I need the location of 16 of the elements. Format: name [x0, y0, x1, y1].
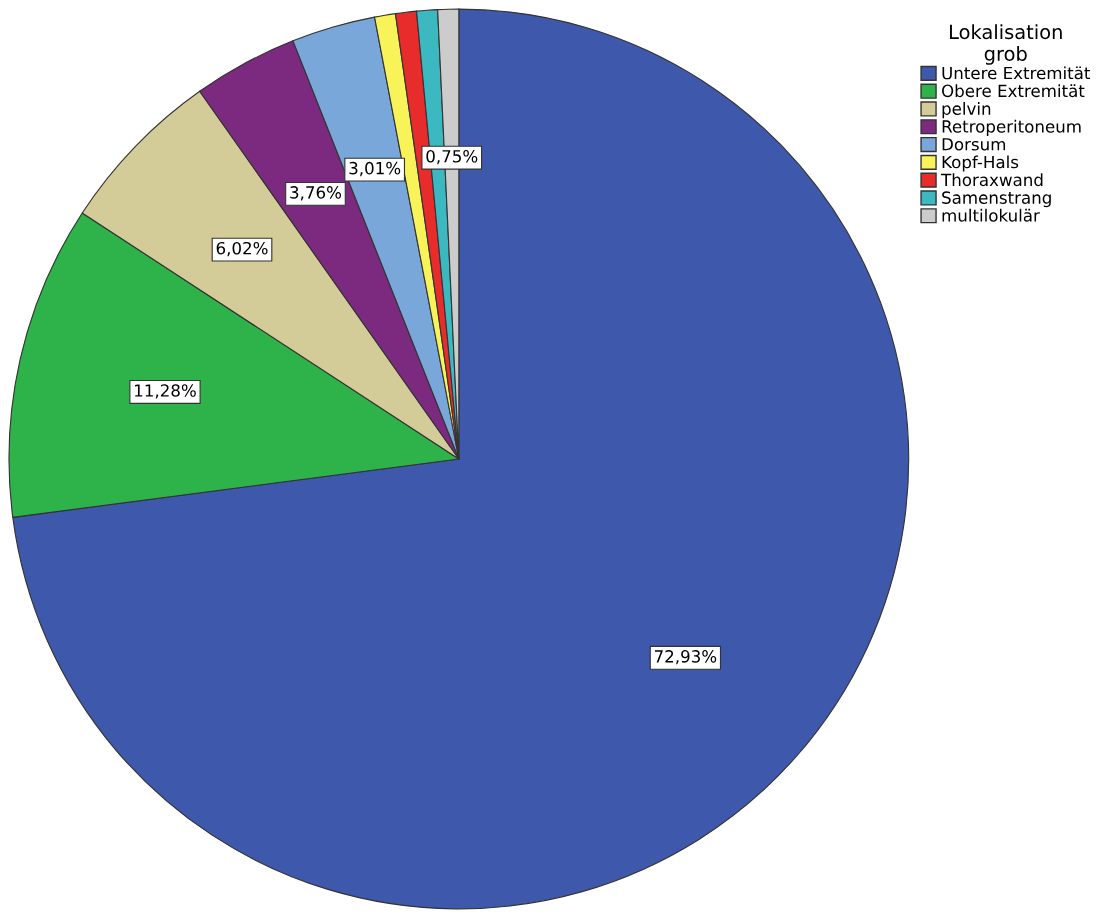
legend-label: Retroperitoneum — [942, 119, 1081, 136]
data-label: 0,75% — [426, 149, 478, 165]
legend-label: multilokulär — [942, 208, 1040, 222]
data-label: 3,76% — [290, 186, 342, 201]
legend-title: Lokalisation grob — [950, 24, 1062, 65]
legend-label: pelvin — [942, 102, 991, 119]
legend-label: Dorsum — [942, 138, 1006, 151]
legend-label: Kopf-Hals — [942, 155, 1019, 172]
data-label: 11,28% — [135, 384, 196, 399]
legend-label: Samenstrang — [942, 191, 1051, 208]
legend-label: Thoraxwand — [941, 173, 1043, 187]
data-label: 3,01% — [349, 161, 401, 177]
data-label: 72,93% — [654, 650, 717, 665]
data-label: 6,02% — [216, 241, 268, 257]
legend-label: Untere Extremität — [942, 66, 1091, 80]
legend-label: Obere Extremität — [941, 84, 1085, 98]
